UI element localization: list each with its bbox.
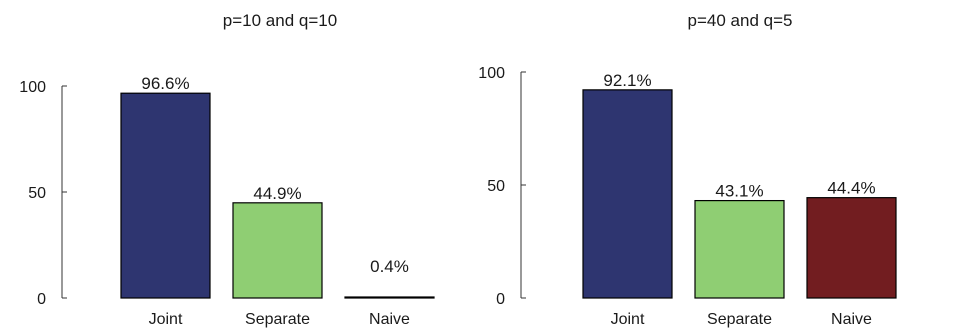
data-label: 44.9%	[253, 184, 301, 203]
y-tick-label: 100	[19, 79, 46, 96]
bar-joint	[582, 89, 673, 299]
chart-title: p=40 and q=5	[688, 11, 793, 30]
data-label: 0.4%	[370, 257, 409, 276]
bar-joint	[120, 92, 211, 299]
x-category-label: Separate	[707, 311, 772, 328]
x-category-label: Joint	[611, 311, 645, 328]
data-label: 92.1%	[603, 71, 651, 90]
y-tick-label: 50	[487, 178, 505, 195]
data-label: 43.1%	[715, 182, 763, 201]
y-tick-label: 0	[37, 291, 46, 308]
bar-separate	[694, 199, 785, 299]
bar-naive	[344, 296, 435, 299]
chart-left: p=10 and q=10 0 50 100 96.6% Joint 44.9% Separa…	[19, 11, 435, 328]
chart-title: p=10 and q=10	[223, 11, 337, 30]
x-category-label: Joint	[149, 311, 183, 328]
x-category-label: Naive	[369, 311, 410, 328]
x-category-label: Naive	[831, 311, 872, 328]
bar-naive	[806, 197, 897, 299]
y-tick-label: 50	[28, 185, 46, 202]
y-tick-label: 0	[496, 291, 505, 308]
x-category-label: Separate	[245, 311, 310, 328]
data-label: 44.4%	[827, 179, 875, 198]
data-label: 96.6%	[141, 74, 189, 93]
bar-separate	[232, 202, 323, 299]
chart-right: p=40 and q=5 0 50 100 92.1% Joint 43.1% Separat…	[478, 11, 897, 328]
y-tick-label: 100	[478, 65, 505, 82]
